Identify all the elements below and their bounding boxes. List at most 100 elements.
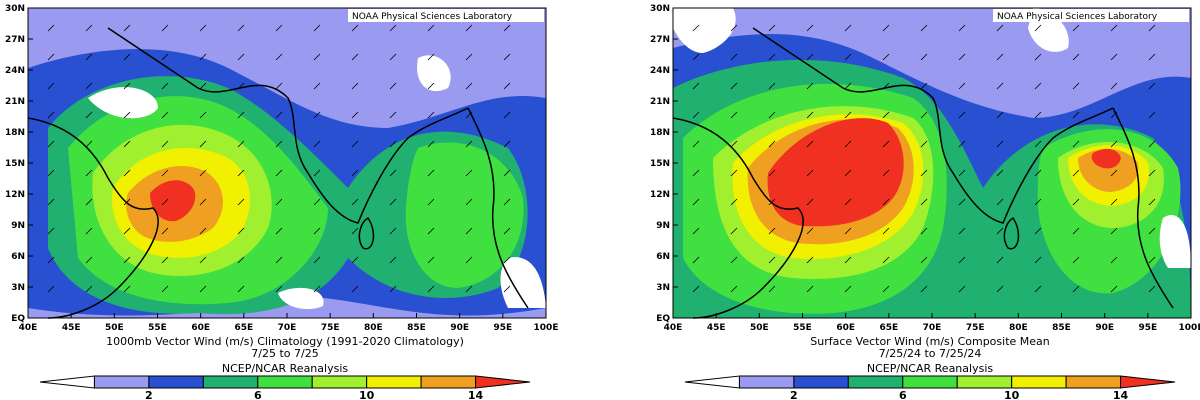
wind-vector-arrow	[389, 140, 397, 148]
contour-20-plus	[150, 180, 196, 222]
contour-below-2-4	[500, 257, 546, 308]
wind-vector-arrow	[996, 53, 1004, 61]
wind-vector-arrow	[465, 285, 473, 293]
wind-vector-arrow	[465, 53, 473, 61]
colorbar-segment	[39, 375, 95, 389]
map-caption-line1: Surface Vector Wind (m/s) Composite Mean	[810, 335, 1050, 348]
lat-tick-label: 6N	[11, 252, 25, 262]
lon-tick-label: 100E	[534, 323, 559, 333]
colorbar-tick-label: 10	[1004, 389, 1020, 400]
wind-vector-arrow	[806, 169, 814, 177]
lon-tick-label: 85E	[1052, 323, 1071, 333]
wind-vector-arrow	[123, 227, 131, 235]
wind-vector-arrow	[1034, 24, 1042, 32]
wind-vector-arrow	[692, 256, 700, 264]
wind-vector-arrow	[844, 227, 852, 235]
colorbar-segment	[738, 375, 795, 389]
wind-vector-arrow	[1034, 82, 1042, 90]
wind-vector-arrow	[351, 198, 359, 206]
wind-vector-arrow	[389, 285, 397, 293]
wind-vector-arrow	[427, 111, 435, 119]
wind-vector-arrow	[275, 227, 283, 235]
colorbar-segment	[148, 375, 204, 389]
lon-tick-label: 95E	[1138, 323, 1157, 333]
wind-vector-arrow	[996, 227, 1004, 235]
wind-vector-arrow	[237, 140, 245, 148]
wind-vector-arrow	[389, 198, 397, 206]
wind-vector-arrow	[806, 82, 814, 90]
left-map-svg: NOAA Physical Sciences Laboratory 30N 27N…	[5, 4, 559, 400]
wind-vector-arrow	[1034, 53, 1042, 61]
wind-vector-arrow	[161, 24, 169, 32]
wind-vector-arrow	[920, 140, 928, 148]
wind-vector-arrow	[996, 285, 1004, 293]
wind-vector-arrow	[237, 24, 245, 32]
wind-vector-arrow	[47, 227, 55, 235]
wind-vector-arrow	[351, 256, 359, 264]
colorbar-segment	[93, 375, 150, 389]
wind-vector-arrow	[199, 111, 207, 119]
lat-tick-label: 30N	[650, 4, 670, 14]
wind-vector-arrow	[199, 227, 207, 235]
wind-vector-arrow	[844, 169, 852, 177]
wind-vector-arrow	[730, 198, 738, 206]
wind-vector-arrow	[1148, 198, 1156, 206]
wind-vector-arrow	[882, 227, 890, 235]
wind-vector-arrow	[882, 285, 890, 293]
wind-vector-arrow	[920, 53, 928, 61]
lon-tick-label: 60E	[191, 323, 210, 333]
wind-vector-arrow	[237, 227, 245, 235]
wind-vector-arrow	[503, 169, 511, 177]
coastline-asia	[752, 27, 1114, 224]
wind-vector-arrow	[389, 256, 397, 264]
wind-vector-arrow	[313, 82, 321, 90]
colorbar-segment	[475, 375, 531, 389]
wind-vector-arrow	[389, 169, 397, 177]
wind-vector-arrow	[730, 111, 738, 119]
wind-vector-arrow	[1034, 111, 1042, 119]
wind-vector-arrow	[427, 53, 435, 61]
wind-vector-arrow	[958, 198, 966, 206]
lon-axis-left: 40E 45E 50E 55E 60E 65E 70E 75E 80E 85E 90E 95E 100E	[19, 313, 559, 333]
right-map-panel: NOAA Physical Sciences Laboratory 30N 27N…	[645, 0, 1200, 400]
wind-vector-arrow	[47, 256, 55, 264]
lon-tick-label: 70E	[278, 323, 297, 333]
wind-vector-arrow	[199, 198, 207, 206]
wind-vector-arrow	[768, 256, 776, 264]
wind-vector-arrow	[768, 227, 776, 235]
coastline-southeast-asia	[467, 107, 529, 309]
wind-vector-arrow	[85, 140, 93, 148]
wind-vector-arrow	[313, 169, 321, 177]
wind-vector-arrow	[47, 24, 55, 32]
colorbar-segment	[202, 375, 259, 389]
lat-tick-label: 27N	[5, 35, 25, 45]
wind-vector-arrow	[1072, 256, 1080, 264]
wind-vector-arrow	[768, 111, 776, 119]
colorbar-segment	[1065, 375, 1122, 389]
wind-vector-arrow	[806, 227, 814, 235]
wind-vector-arrow	[958, 140, 966, 148]
map-caption-line2: 7/25/24 to 7/25/24	[879, 347, 982, 360]
wind-vector-arrow	[237, 53, 245, 61]
wind-vector-arrow	[389, 111, 397, 119]
wind-vector-arrow	[844, 198, 852, 206]
wind-vector-arrow	[958, 227, 966, 235]
wind-vector-arrow	[465, 111, 473, 119]
wind-vector-arrow	[351, 169, 359, 177]
wind-vector-arrow	[1034, 140, 1042, 148]
wind-vector-arrow	[503, 82, 511, 90]
wind-vector-arrow	[465, 256, 473, 264]
wind-vector-arrow	[47, 198, 55, 206]
wind-vector-arrow	[351, 227, 359, 235]
wind-vector-arrow	[161, 285, 169, 293]
wind-vector-arrow	[47, 53, 55, 61]
wind-vector-arrow	[844, 140, 852, 148]
wind-vector-arrow	[768, 169, 776, 177]
lon-tick-label: 50E	[105, 323, 124, 333]
wind-vector-arrow	[768, 140, 776, 148]
right-map-svg: NOAA Physical Sciences Laboratory 30N 27N…	[650, 4, 1200, 400]
wind-vector-arrow	[920, 169, 928, 177]
wind-vector-arrow	[313, 285, 321, 293]
wind-vector-arrow	[806, 53, 814, 61]
lon-tick-label: 100E	[1179, 323, 1200, 333]
